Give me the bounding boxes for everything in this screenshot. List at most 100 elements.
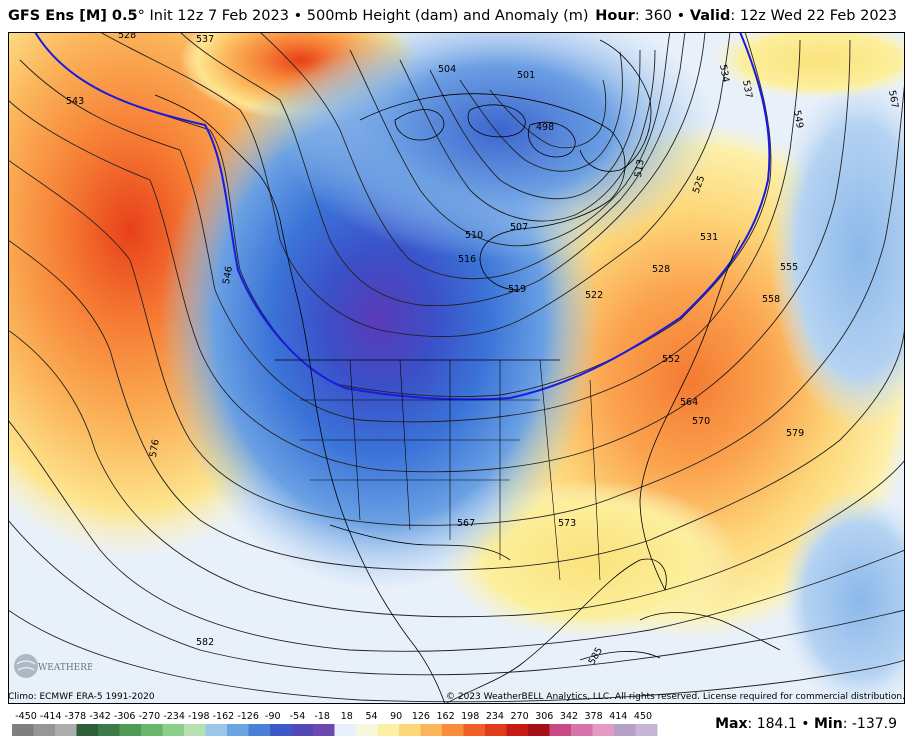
colorbar-swatch	[184, 724, 206, 736]
colorbar-swatch	[162, 724, 185, 736]
field-name: 500mb Height (dam) and Anomaly (m)	[306, 8, 589, 24]
contour-line-498	[489, 79, 607, 149]
colorbar-tick-label: -54	[290, 711, 306, 722]
colorbar-swatch	[420, 724, 443, 736]
contour-label: 501	[517, 70, 535, 81]
contour-line-552	[19, 39, 801, 423]
contour-label: 531	[700, 232, 718, 243]
degree-symbol: °	[137, 8, 145, 24]
contour-label: 519	[508, 284, 526, 295]
colorbar-swatch	[98, 724, 120, 736]
contour-label: 543	[66, 96, 84, 107]
colorbar-swatch	[377, 724, 400, 736]
colorbar-swatch	[356, 724, 378, 736]
contour-546-highlight-line	[34, 32, 771, 401]
cuba-coastline	[579, 651, 661, 661]
colorbar-tick-label: 414	[609, 711, 627, 722]
colorbar-swatch	[76, 724, 99, 736]
hour-value: 360	[644, 8, 673, 24]
contour-line-534	[179, 32, 706, 307]
max-value: 184.1	[756, 716, 797, 732]
caribbean-islands	[639, 612, 781, 651]
contour-line-504	[459, 51, 623, 172]
max-min-separator: •	[801, 716, 810, 732]
gulf-coastline	[444, 558, 667, 704]
climo-source: Climo: ECMWF ERA-5 1991-2020	[8, 692, 155, 702]
colorbar-swatch	[141, 724, 163, 736]
hour-label: Hour	[595, 8, 635, 24]
contour-line-585	[8, 609, 905, 703]
us-mexico-border	[329, 524, 511, 561]
contour-label: 573	[558, 518, 576, 529]
colorbar-swatch	[248, 724, 271, 736]
colorbar-graphic: -450 -414 -378 -342 -306 -270 -234 -198 -162 -126…	[12, 711, 658, 736]
colorbar-swatches	[12, 724, 658, 736]
anomaly-shading	[8, 32, 905, 704]
contour-label: 516	[458, 254, 476, 265]
colorbar-tick-label: 270	[511, 711, 529, 722]
contour-label: 558	[762, 294, 780, 305]
colorbar-tick-label: 162	[437, 711, 455, 722]
weatherbell-logo-icon: WEATHERBELL	[12, 648, 112, 684]
colorbar-swatch	[485, 724, 507, 736]
colorbar-swatch	[463, 724, 486, 736]
colorbar: -450 -414 -378 -342 -306 -270 -234 -198 -162 -126…	[8, 706, 668, 750]
map-panel: 528 537 543 546 576 582 504 501 498 507 …	[8, 32, 905, 704]
colorbar-tick-label: 18	[341, 711, 353, 722]
colorbar-tick-label: -270	[139, 711, 161, 722]
colorbar-tick-label: -198	[188, 711, 210, 722]
contour-label: 513	[633, 159, 647, 179]
colorbar-swatch	[119, 724, 142, 736]
colorbar-swatch	[506, 724, 529, 736]
contour-line-528	[259, 32, 686, 280]
contour-line-546	[39, 32, 772, 398]
init-time: Init 12z 7 Feb 2023	[149, 8, 289, 24]
valid-value: 12z Wed 22 Feb 2023	[739, 8, 897, 24]
colorbar-tick-label: -162	[213, 711, 235, 722]
colorbar-tick-label: -414	[40, 711, 62, 722]
model-name: GFS Ens [M] 0.5	[8, 8, 138, 24]
contour-label: 537	[196, 34, 214, 45]
contour-label: 576	[148, 439, 162, 459]
colorbar-swatch	[399, 724, 421, 736]
contour-label: 579	[786, 428, 804, 439]
logo-globe-icon	[14, 654, 38, 678]
colorbar-tick-label: 342	[560, 711, 578, 722]
contour-label: 510	[465, 230, 483, 241]
colorbar-swatch	[571, 724, 593, 736]
contour-line-540	[99, 32, 731, 337]
arctic-trough-anomaly	[280, 32, 720, 260]
geography-outlines	[154, 39, 781, 704]
arctic-islands	[394, 104, 576, 158]
height-contours	[8, 32, 905, 703]
colorbar-swatch	[313, 724, 335, 736]
contour-line-570	[8, 239, 905, 571]
contour-label: 537	[740, 79, 754, 99]
contour-line-564	[8, 79, 905, 526]
valid-time-info: Hour: 360 • Valid: 12z Wed 22 Feb 2023	[595, 8, 897, 24]
min-value: -137.9	[851, 716, 897, 732]
colorbar-tick-label: 90	[390, 711, 402, 722]
contour-label: 528	[118, 32, 136, 41]
contour-line-576	[8, 329, 905, 618]
hudson-bay-coastline	[359, 93, 626, 291]
contour-line-510	[429, 49, 641, 200]
colorbar-tick-label: 198	[461, 711, 479, 722]
colorbar-tick-label: -342	[89, 711, 111, 722]
valid-label: Valid	[689, 8, 731, 24]
colorbar-swatch	[442, 724, 464, 736]
colorbar-swatch	[227, 724, 249, 736]
colorbar-labels: -450 -414 -378 -342 -306 -270 -234 -198 -162 -126…	[15, 711, 652, 722]
height-anomaly-map: 528 537 543 546 576 582 504 501 498 507 …	[8, 32, 905, 704]
map-frame	[8, 32, 905, 704]
weatherbell-logo-graphic: WEATHERBELL	[14, 654, 112, 678]
title-separator: •	[293, 8, 303, 24]
colorbar-tick-label: 450	[634, 711, 652, 722]
colorbar-tick-label: -234	[163, 711, 185, 722]
contour-label: 564	[680, 397, 698, 408]
colorbar-swatch	[205, 724, 228, 736]
contour-label: 507	[510, 222, 528, 233]
max-label: Max	[715, 716, 748, 732]
header-bar: GFS Ens [M] 0.5° Init 12z 7 Feb 2023 • 5…	[0, 0, 913, 32]
colorbar-swatch	[291, 724, 314, 736]
